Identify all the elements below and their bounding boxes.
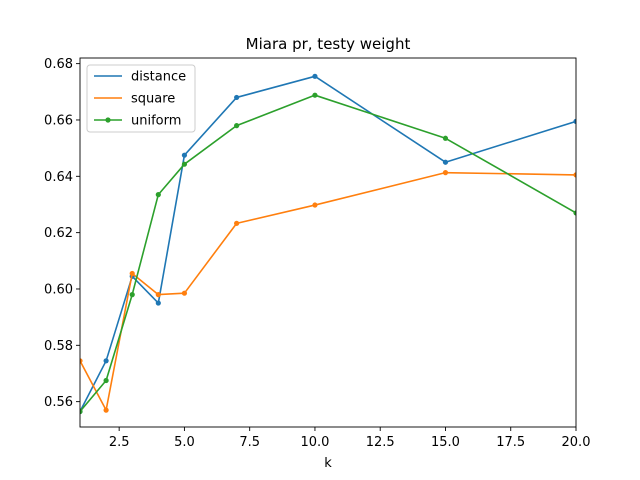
data-point-distance [312, 73, 318, 79]
plot-area [79, 57, 577, 428]
data-point-distance [234, 94, 240, 101]
y-tick-label: 0.60 [44, 282, 73, 297]
data-point-uniform [442, 135, 449, 141]
data-point-uniform [181, 161, 188, 167]
x-tick-label: 15.0 [431, 435, 460, 450]
data-point-square [181, 290, 188, 296]
data-point-uniform [312, 92, 318, 98]
x-tick-label: 5.0 [174, 435, 195, 450]
data-point-square [442, 170, 449, 176]
y-tick-label: 0.58 [44, 339, 73, 354]
x-tick-label: 20.0 [562, 435, 591, 450]
data-point-square [80, 358, 83, 364]
x-tick-label: 12.5 [366, 435, 395, 450]
x-tick-label: 17.5 [496, 435, 525, 450]
data-point-square [312, 202, 318, 208]
x-tick-label: 7.5 [239, 435, 260, 450]
x-axis-label: k [324, 456, 332, 471]
data-point-square [103, 407, 109, 413]
data-point-square [234, 220, 240, 226]
data-point-distance [181, 152, 188, 158]
legend-label-distance: distance [131, 70, 186, 85]
data-point-uniform [129, 292, 135, 298]
legend-marker-uniform [105, 117, 111, 123]
x-tick-label: 10.0 [300, 435, 329, 450]
data-point-uniform [234, 123, 240, 129]
y-tick-label: 0.68 [44, 57, 73, 72]
data-point-square [573, 172, 576, 178]
y-axis: 0.56 0.58 0.60 0.62 0.64 0.66 0.68 [44, 57, 80, 410]
data-point-distance [573, 118, 576, 124]
x-axis: 2.5 5.0 7.5 10.0 12.5 15.0 17.5 20.0 [109, 427, 591, 450]
data-point-uniform [573, 210, 576, 216]
data-point-distance [155, 300, 161, 306]
plot-frame [79, 57, 577, 428]
data-point-uniform [103, 377, 109, 384]
legend-label-square: square [131, 92, 175, 107]
data-point-distance [103, 358, 109, 364]
series-layer [80, 73, 576, 415]
y-tick-label: 0.64 [44, 170, 73, 185]
legend: distance square uniform [86, 64, 196, 133]
data-point-uniform [155, 192, 161, 198]
legend-box [86, 64, 196, 133]
x-tick-label: 2.5 [109, 435, 130, 450]
data-point-distance [442, 159, 449, 165]
y-tick-label: 0.66 [44, 113, 73, 128]
data-point-square [129, 270, 135, 277]
y-tick-label: 0.56 [44, 395, 73, 410]
chart-title: Miara pr, testy weight [246, 35, 411, 53]
data-point-square [155, 292, 161, 298]
data-point-uniform [80, 408, 83, 415]
legend-label-uniform: uniform [131, 114, 181, 129]
y-tick-label: 0.62 [44, 226, 73, 241]
